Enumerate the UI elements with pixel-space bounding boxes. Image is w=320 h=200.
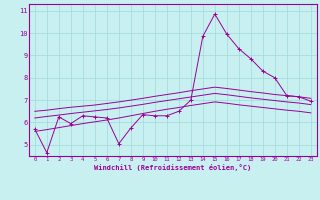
X-axis label: Windchill (Refroidissement éolien,°C): Windchill (Refroidissement éolien,°C) — [94, 164, 252, 171]
